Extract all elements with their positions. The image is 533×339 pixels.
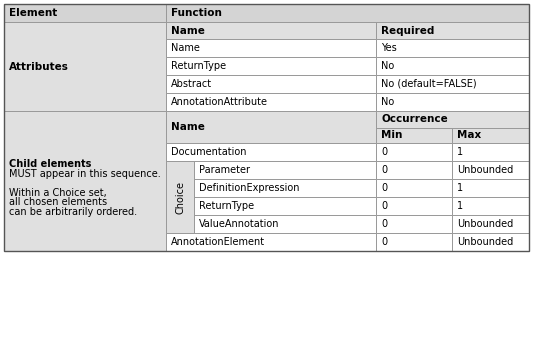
FancyBboxPatch shape bbox=[376, 215, 452, 233]
Text: Name: Name bbox=[171, 43, 200, 53]
Text: MUST appear in this sequence.: MUST appear in this sequence. bbox=[9, 169, 161, 179]
Text: 0: 0 bbox=[381, 237, 387, 247]
FancyBboxPatch shape bbox=[166, 161, 194, 233]
FancyBboxPatch shape bbox=[4, 22, 166, 111]
FancyBboxPatch shape bbox=[376, 128, 452, 143]
Text: 1: 1 bbox=[457, 183, 463, 193]
Text: 1: 1 bbox=[457, 201, 463, 211]
FancyBboxPatch shape bbox=[376, 161, 452, 179]
FancyBboxPatch shape bbox=[166, 22, 376, 39]
FancyBboxPatch shape bbox=[194, 215, 376, 233]
FancyBboxPatch shape bbox=[452, 161, 529, 179]
Text: Name: Name bbox=[171, 25, 205, 36]
Text: Unbounded: Unbounded bbox=[457, 219, 513, 229]
Text: Function: Function bbox=[171, 8, 222, 18]
Text: No (default=FALSE): No (default=FALSE) bbox=[381, 79, 477, 89]
Text: Child elements: Child elements bbox=[9, 159, 91, 169]
FancyBboxPatch shape bbox=[376, 233, 452, 251]
FancyBboxPatch shape bbox=[4, 4, 166, 22]
FancyBboxPatch shape bbox=[452, 179, 529, 197]
FancyBboxPatch shape bbox=[194, 179, 376, 197]
FancyBboxPatch shape bbox=[376, 75, 529, 93]
FancyBboxPatch shape bbox=[166, 93, 376, 111]
Text: ReturnType: ReturnType bbox=[171, 61, 226, 71]
Text: No: No bbox=[381, 61, 394, 71]
FancyBboxPatch shape bbox=[376, 197, 452, 215]
FancyBboxPatch shape bbox=[452, 197, 529, 215]
Text: Unbounded: Unbounded bbox=[457, 237, 513, 247]
FancyBboxPatch shape bbox=[376, 179, 452, 197]
FancyBboxPatch shape bbox=[452, 143, 529, 161]
FancyBboxPatch shape bbox=[376, 39, 529, 57]
Text: Unbounded: Unbounded bbox=[457, 165, 513, 175]
FancyBboxPatch shape bbox=[376, 93, 529, 111]
FancyBboxPatch shape bbox=[166, 143, 376, 161]
FancyBboxPatch shape bbox=[452, 128, 529, 143]
Text: Within a Choice set,: Within a Choice set, bbox=[9, 188, 107, 198]
Text: Name: Name bbox=[171, 122, 205, 132]
FancyBboxPatch shape bbox=[166, 111, 376, 143]
Text: can be arbitrarily ordered.: can be arbitrarily ordered. bbox=[9, 207, 137, 217]
Text: all chosen elements: all chosen elements bbox=[9, 197, 107, 207]
Text: 0: 0 bbox=[381, 201, 387, 211]
Text: Occurrence: Occurrence bbox=[381, 115, 448, 124]
Text: Min: Min bbox=[381, 131, 402, 140]
Text: Element: Element bbox=[9, 8, 57, 18]
FancyBboxPatch shape bbox=[194, 197, 376, 215]
Text: Abstract: Abstract bbox=[171, 79, 212, 89]
FancyBboxPatch shape bbox=[376, 143, 452, 161]
FancyBboxPatch shape bbox=[194, 161, 376, 179]
Text: Choice: Choice bbox=[175, 180, 185, 214]
FancyBboxPatch shape bbox=[376, 111, 529, 128]
FancyBboxPatch shape bbox=[4, 111, 166, 251]
Text: 0: 0 bbox=[381, 147, 387, 157]
FancyBboxPatch shape bbox=[166, 4, 529, 22]
FancyBboxPatch shape bbox=[166, 39, 376, 57]
Text: Max: Max bbox=[457, 131, 481, 140]
Text: Documentation: Documentation bbox=[171, 147, 246, 157]
Text: ValueAnnotation: ValueAnnotation bbox=[199, 219, 279, 229]
Text: 0: 0 bbox=[381, 165, 387, 175]
FancyBboxPatch shape bbox=[376, 57, 529, 75]
Text: Yes: Yes bbox=[381, 43, 397, 53]
Text: 0: 0 bbox=[381, 219, 387, 229]
FancyBboxPatch shape bbox=[452, 233, 529, 251]
FancyBboxPatch shape bbox=[166, 57, 376, 75]
Text: Parameter: Parameter bbox=[199, 165, 250, 175]
FancyBboxPatch shape bbox=[452, 215, 529, 233]
Text: ReturnType: ReturnType bbox=[199, 201, 254, 211]
Text: Required: Required bbox=[381, 25, 434, 36]
Text: 0: 0 bbox=[381, 183, 387, 193]
Text: No: No bbox=[381, 97, 394, 107]
Text: DefinitionExpression: DefinitionExpression bbox=[199, 183, 300, 193]
Text: Attributes: Attributes bbox=[9, 61, 69, 72]
FancyBboxPatch shape bbox=[376, 22, 529, 39]
Text: 1: 1 bbox=[457, 147, 463, 157]
Text: AnnotationAttribute: AnnotationAttribute bbox=[171, 97, 268, 107]
Text: AnnotationElement: AnnotationElement bbox=[171, 237, 265, 247]
FancyBboxPatch shape bbox=[166, 75, 376, 93]
FancyBboxPatch shape bbox=[166, 233, 376, 251]
